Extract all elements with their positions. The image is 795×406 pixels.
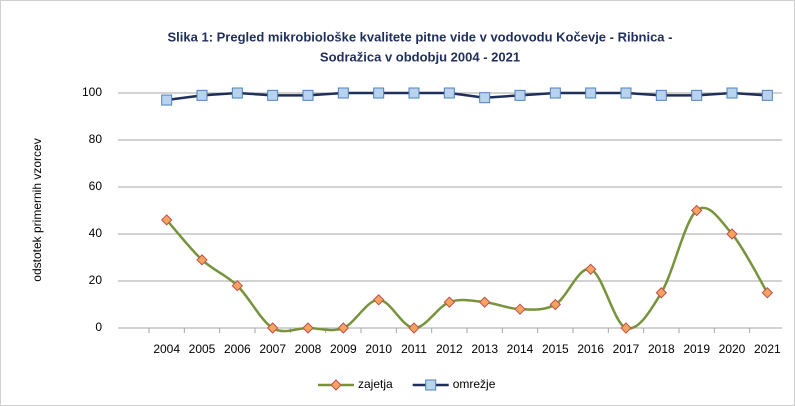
y-tick-label: 60 — [89, 179, 103, 193]
x-tick-label: 2007 — [259, 342, 286, 356]
marker — [408, 322, 420, 334]
legend-marker — [330, 379, 342, 391]
legend-label: zajetja — [358, 377, 393, 391]
marker — [161, 94, 173, 106]
x-tick-label: 2012 — [436, 342, 463, 356]
marker — [514, 89, 526, 101]
marker — [160, 214, 173, 226]
x-tick-label: 2016 — [577, 342, 604, 356]
x-tick-label: 2009 — [330, 342, 357, 356]
legend-label: omrežje — [453, 377, 496, 391]
x-tick-label: 2014 — [507, 342, 534, 356]
marker — [443, 296, 456, 308]
x-tick-label: 2019 — [683, 342, 710, 356]
legend-marker — [425, 379, 437, 391]
x-tick-label: 2013 — [471, 342, 498, 356]
marker — [620, 87, 632, 99]
y-tick-label: 0 — [95, 320, 102, 334]
chart-title: Slika 1: Pregled mikrobiološke kvalitete… — [168, 29, 673, 44]
marker — [408, 87, 420, 99]
x-tick-label: 2020 — [719, 342, 746, 356]
marker — [655, 89, 667, 101]
x-tick-label: 2017 — [613, 342, 640, 356]
marker — [514, 303, 526, 315]
marker — [196, 89, 208, 101]
marker — [549, 298, 562, 311]
x-tick-label: 2005 — [189, 342, 216, 356]
marker — [302, 322, 314, 334]
x-tick-label: 2018 — [648, 342, 675, 356]
x-tick-label: 2004 — [153, 342, 180, 356]
marker — [584, 263, 597, 275]
marker — [302, 89, 314, 101]
marker — [373, 87, 385, 99]
y-tick-label: 80 — [89, 132, 103, 146]
x-tick-label: 2011 — [401, 342, 427, 356]
marker — [372, 294, 385, 306]
marker — [231, 87, 243, 99]
marker — [726, 87, 738, 99]
marker — [655, 287, 668, 299]
marker — [479, 92, 491, 104]
marker — [726, 228, 738, 240]
marker — [585, 87, 597, 99]
marker — [620, 322, 632, 334]
marker — [443, 87, 455, 99]
marker — [337, 322, 350, 334]
marker — [337, 87, 349, 99]
marker — [690, 204, 703, 217]
y-tick-label: 20 — [89, 273, 103, 287]
marker — [196, 254, 208, 266]
marker — [266, 322, 279, 334]
x-tick-label: 2010 — [365, 342, 392, 356]
y-tick-label: 100 — [82, 85, 102, 99]
x-tick-label: 2021 — [754, 342, 781, 356]
series-line — [166, 91, 768, 102]
x-tick-label: 2006 — [224, 342, 251, 356]
marker — [761, 89, 773, 101]
y-axis-label: odstotek primernih vzorcev — [30, 138, 44, 281]
x-tick-label: 2008 — [295, 342, 322, 356]
marker — [478, 296, 491, 308]
x-tick-label: 2015 — [542, 342, 569, 356]
y-tick-label: 40 — [89, 226, 103, 240]
marker — [549, 87, 561, 99]
marker — [691, 89, 703, 101]
marker — [761, 287, 774, 299]
marker — [267, 89, 279, 101]
chart-title: Sodražica v obdobju 2004 - 2021 — [320, 49, 520, 64]
marker — [231, 279, 244, 292]
